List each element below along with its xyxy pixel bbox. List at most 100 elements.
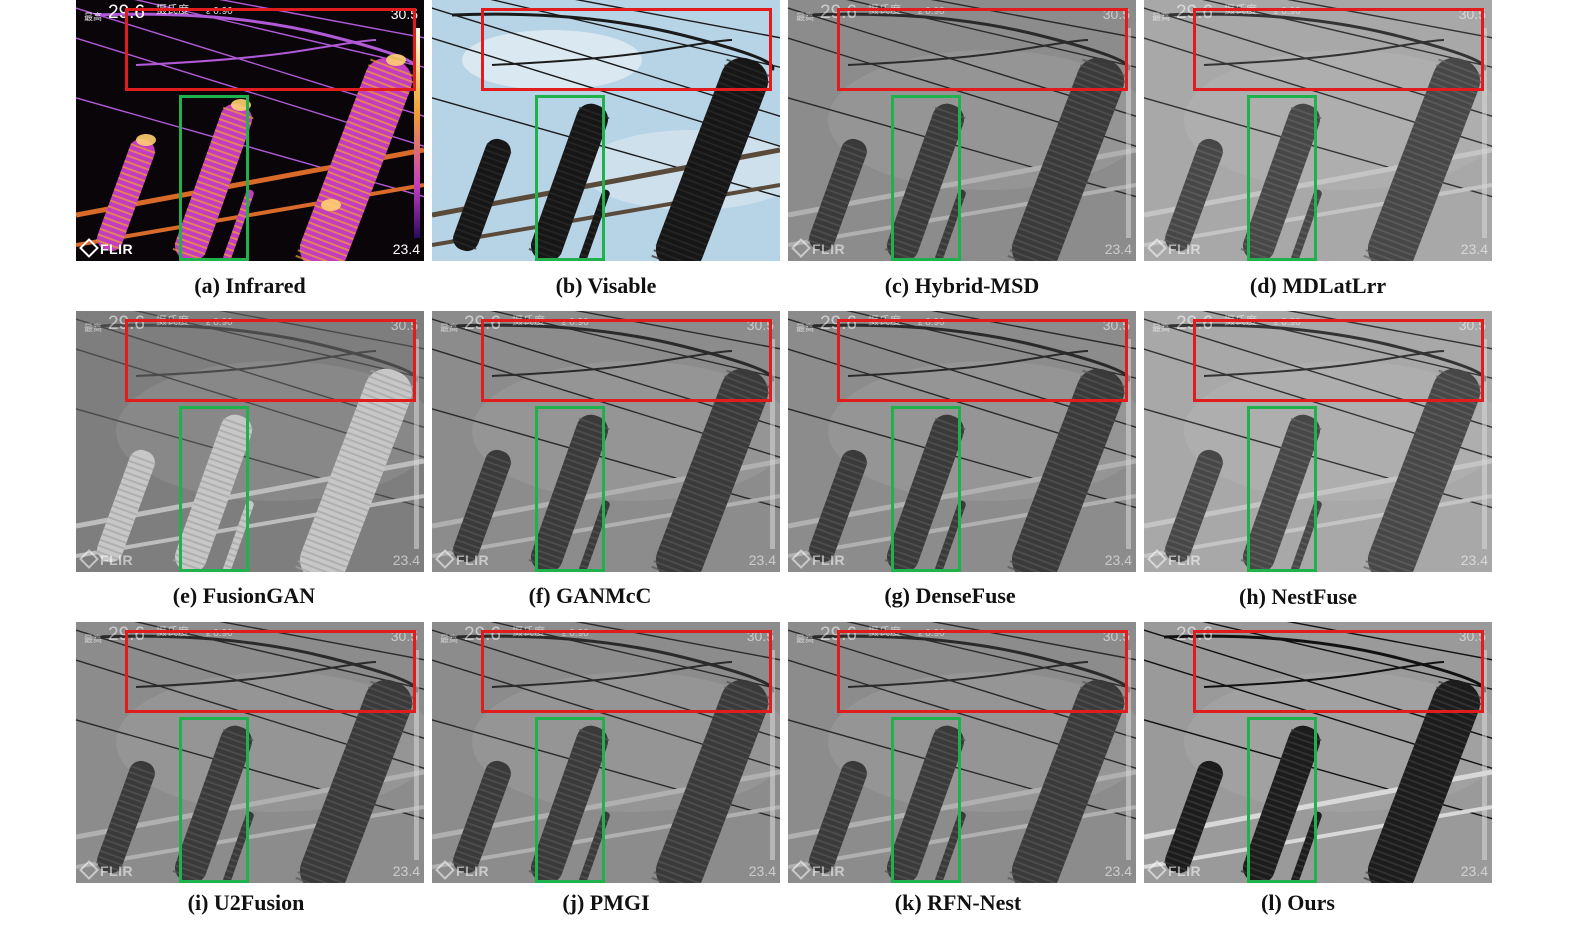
flir-logo-text: FLIR bbox=[812, 863, 846, 879]
overlay-emissivity: ε 0.90 bbox=[206, 628, 233, 639]
flir-logo: FLIR bbox=[435, 860, 489, 880]
insulator-shape bbox=[528, 414, 610, 572]
insulator-shape bbox=[451, 449, 512, 563]
infrared-scene bbox=[76, 0, 424, 261]
overlay-unit: 摄氏度 bbox=[1224, 4, 1257, 16]
overlay-max-temp: 29.6 bbox=[108, 624, 145, 645]
insulator-shape bbox=[95, 760, 156, 874]
image-panel-ganmcc: 最高 29.6 摄氏度 ε 0.90 30.5 23.4 FLIR bbox=[432, 311, 780, 572]
flir-logo-text: FLIR bbox=[100, 552, 134, 568]
insulator-shape bbox=[1363, 368, 1484, 572]
overlay-emissivity: ε 0.90 bbox=[1274, 317, 1301, 328]
overlay-max-temp: 29.6 bbox=[1176, 2, 1213, 23]
insulator-shape bbox=[1240, 414, 1322, 572]
flir-logo-text: FLIR bbox=[812, 241, 846, 257]
caption-l: (l) Ours bbox=[1261, 890, 1335, 915]
overlay-unit: 摄氏度 bbox=[868, 315, 901, 327]
image-panel-rfn-nest: 最高 29.6 摄氏度 ε 0.90 30.5 23.4 FLIR bbox=[788, 622, 1136, 883]
overlay-unit: 摄氏度 bbox=[868, 626, 901, 638]
image-panel-nestfuse: 最高 29.6 摄氏度 ε 0.90 30.5 23.4 FLIR bbox=[1144, 311, 1492, 572]
fused-scene bbox=[432, 622, 780, 883]
image-panel-hybrid-msd: 最高 29.6 摄氏度 ε 0.90 30.5 23.4 FLIR bbox=[788, 0, 1136, 261]
insulator-shape bbox=[172, 725, 254, 883]
insulator-shape bbox=[884, 414, 966, 572]
overlay-max-temp: 29.6 bbox=[464, 624, 501, 645]
overlay-scale-max: 30.5 bbox=[1102, 6, 1130, 22]
fused-scene bbox=[432, 311, 780, 572]
insulator-shape bbox=[651, 57, 772, 261]
overlay-scale-min: 23.4 bbox=[392, 241, 420, 257]
flir-logo-text: FLIR bbox=[100, 863, 134, 879]
insulator-shape bbox=[1007, 679, 1128, 883]
caption-f: (f) GANMcC bbox=[528, 583, 652, 608]
overlay-emissivity: ε 0.90 bbox=[918, 6, 945, 17]
overlay-max-temp: 29.6 bbox=[820, 624, 857, 645]
insulator-shape bbox=[884, 725, 966, 883]
overlay-max-label: 最高 bbox=[440, 323, 459, 333]
flir-logo-text: FLIR bbox=[100, 241, 134, 257]
caption-d: (d) MDLatLrr bbox=[1249, 273, 1387, 298]
overlay-max-label: 最高 bbox=[796, 323, 815, 333]
overlay-emissivity: ε 0.90 bbox=[562, 317, 589, 328]
image-panel-ours: 29.6 30.5 23.4 FLIR bbox=[1144, 622, 1492, 883]
overlay-scale-min: 23.4 bbox=[748, 552, 776, 568]
fused-scene bbox=[1144, 311, 1492, 572]
overlay-max-temp: 29.6 bbox=[820, 2, 857, 23]
insulator-shape bbox=[807, 760, 868, 874]
flir-logo-text: FLIR bbox=[1168, 863, 1202, 879]
flir-logo-icon bbox=[435, 860, 455, 880]
image-panel-densefuse: 最高 29.6 摄氏度 ε 0.90 30.5 23.4 FLIR bbox=[788, 311, 1136, 572]
caption-g: (g) DenseFuse bbox=[884, 583, 1016, 608]
flir-logo: FLIR bbox=[791, 860, 846, 880]
caption-a: (a) Infrared bbox=[194, 273, 306, 298]
flir-logo-icon bbox=[79, 549, 99, 569]
insulator-shape bbox=[807, 138, 868, 252]
insulator-shape bbox=[1240, 103, 1322, 261]
insulator-shape bbox=[884, 103, 966, 261]
overlay-emissivity: ε 0.90 bbox=[562, 628, 589, 639]
overlay-scale-min: 23.4 bbox=[1460, 863, 1488, 879]
overlay-scale-max: 30.5 bbox=[1458, 6, 1486, 22]
flir-logo: FLIR bbox=[79, 238, 134, 258]
overlay-scale-max: 30.5 bbox=[746, 317, 774, 333]
insulator-shape bbox=[451, 138, 512, 252]
insulator-shape bbox=[528, 103, 610, 261]
flir-logo-icon bbox=[791, 860, 811, 880]
flir-logo: FLIR bbox=[79, 549, 134, 569]
overlay-scale-min: 23.4 bbox=[1104, 241, 1132, 257]
insulator-shape bbox=[451, 760, 512, 874]
overlay-scale-min: 23.4 bbox=[392, 552, 420, 568]
image-panel-u2fusion: 最高 29.6 摄氏度 ε 0.90 30.5 23.4 FLIR bbox=[76, 622, 424, 883]
overlay-scale-max: 30.5 bbox=[1102, 628, 1130, 644]
flir-logo: FLIR bbox=[791, 549, 845, 569]
insulator-shape bbox=[1163, 138, 1224, 252]
caption-e: (e) FusionGAN bbox=[172, 583, 316, 608]
insulator-shape bbox=[807, 449, 868, 563]
overlay-emissivity: ε 0.90 bbox=[206, 317, 233, 328]
insulator-shape bbox=[295, 368, 416, 572]
flir-logo-icon bbox=[79, 860, 99, 880]
overlay-unit: 摄氏度 bbox=[156, 626, 189, 638]
insulator-shape bbox=[651, 368, 772, 572]
flir-logo: FLIR bbox=[435, 549, 489, 569]
overlay-unit: 摄氏度 bbox=[156, 4, 189, 16]
flir-logo-icon bbox=[1147, 860, 1167, 880]
flir-logo-icon bbox=[1147, 238, 1167, 258]
insulator-shape bbox=[1363, 57, 1484, 261]
image-panel-visible bbox=[432, 0, 780, 261]
image-panel-infrared: 最高 29.6 摄氏度 ε 0.90 30.5 23.4 FLIR bbox=[76, 0, 424, 261]
flir-logo-icon bbox=[1147, 549, 1167, 569]
overlay-max-temp: 29.6 bbox=[1176, 624, 1213, 645]
insulator-shape bbox=[95, 138, 156, 252]
fused-scene bbox=[788, 311, 1136, 572]
overlay-emissivity: ε 0.90 bbox=[206, 6, 233, 17]
insulator-shape bbox=[1163, 760, 1224, 874]
overlay-emissivity: ε 0.90 bbox=[1274, 6, 1301, 17]
insulator-shape bbox=[651, 679, 772, 883]
overlay-scale-max: 30.5 bbox=[390, 628, 418, 644]
overlay-scale-min: 23.4 bbox=[392, 863, 420, 879]
flir-logo-icon bbox=[435, 549, 455, 569]
flir-logo: FLIR bbox=[1147, 238, 1202, 258]
fused-scene bbox=[76, 311, 424, 572]
flir-logo-text: FLIR bbox=[1168, 241, 1202, 257]
